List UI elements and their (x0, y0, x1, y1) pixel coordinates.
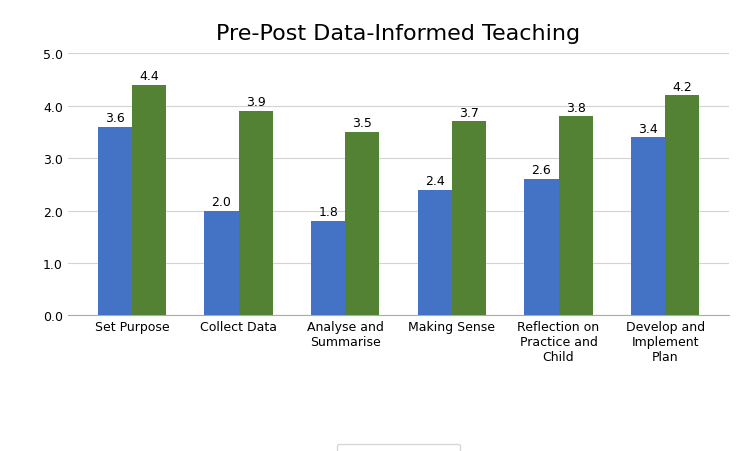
Text: 4.4: 4.4 (139, 70, 159, 83)
Bar (205, 211, 238, 316)
Bar (238, 112, 273, 316)
Text: 3.7: 3.7 (459, 106, 479, 120)
Text: 3.4: 3.4 (638, 122, 658, 135)
Bar (524, 179, 559, 316)
Text: 2.6: 2.6 (532, 164, 551, 177)
Text: 3.6: 3.6 (105, 112, 125, 125)
Bar (452, 122, 486, 316)
Bar (418, 190, 452, 316)
Bar (311, 221, 345, 316)
Text: 4.2: 4.2 (672, 80, 692, 93)
Bar (666, 96, 699, 316)
Text: 1.8: 1.8 (318, 206, 338, 219)
Text: 2.4: 2.4 (425, 175, 444, 188)
Text: 3.5: 3.5 (353, 117, 372, 130)
Text: 3.8: 3.8 (566, 101, 586, 114)
Title: Pre-Post Data-Informed Teaching: Pre-Post Data-Informed Teaching (217, 24, 581, 44)
Legend: Pre, Post: Pre, Post (337, 444, 460, 451)
Text: 2.0: 2.0 (211, 195, 232, 208)
Bar (631, 138, 666, 316)
Bar (132, 86, 166, 316)
Bar (345, 133, 379, 316)
Text: 3.9: 3.9 (246, 96, 265, 109)
Bar (98, 127, 132, 316)
Bar (559, 117, 593, 316)
